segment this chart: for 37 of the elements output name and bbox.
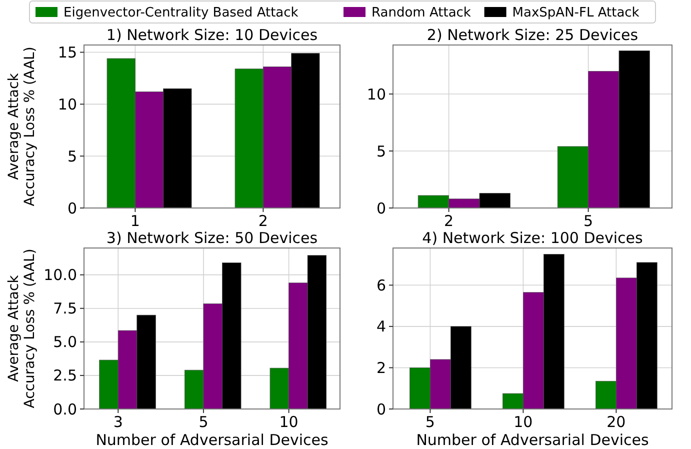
y-axis-title: Average Attack Accuracy Loss % (AAL) — [6, 248, 38, 408]
x-tick-label: 2 — [444, 212, 454, 230]
y-tick-label: 6 — [376, 276, 386, 294]
chart-title: 3) Network Size: 50 Devices — [106, 229, 318, 247]
chart-title: 1) Network Size: 10 Devices — [106, 26, 318, 44]
x-axis-title: Number of Adversarial Devices — [96, 431, 328, 449]
y-tick-label: 2 — [376, 358, 386, 377]
y-tick-label: 10 — [58, 95, 77, 114]
y-tick-label: 0 — [67, 199, 77, 218]
chart-title: 2) Network Size: 25 Devices — [426, 26, 638, 44]
y-tick-label: 5 — [67, 147, 77, 166]
x-tick-label: 20 — [606, 413, 626, 431]
y-tick-label: 10.0 — [44, 266, 77, 284]
y-tick-label: 7.5 — [53, 300, 77, 318]
x-tick-label: 2 — [258, 212, 268, 230]
x-tick-label: 5 — [584, 212, 594, 230]
y-tick-label: 0.0 — [53, 400, 77, 418]
y-tick-label: 0 — [376, 400, 386, 418]
legend-label: Random Attack — [372, 6, 472, 21]
x-tick-label: 10 — [514, 413, 533, 431]
x-tick-label: 5 — [425, 413, 435, 431]
y-tick-label: 4 — [376, 318, 386, 336]
x-axis-title: Number of Adversarial Devices — [416, 431, 649, 449]
y-tick-label: 2.5 — [53, 366, 77, 385]
y-tick-label: 10 — [366, 85, 386, 104]
y-tick-label: 0 — [376, 199, 386, 218]
y-tick-label: 5 — [376, 142, 386, 160]
legend-label: MaxSpAN-FL Attack — [512, 6, 640, 21]
legend-label: Eigenvector-Centrality Based Attack — [64, 6, 299, 21]
y-axis-title: Average Attack Accuracy Loss % (AAL) — [6, 46, 38, 206]
x-tick-label: 10 — [279, 413, 298, 431]
x-tick-label: 1 — [130, 212, 140, 230]
x-tick-label: 3 — [113, 413, 123, 431]
chart-title: 4) Network Size: 100 Devices — [422, 229, 644, 247]
y-tick-label: 15 — [58, 44, 77, 62]
x-tick-label: 5 — [198, 413, 208, 431]
y-tick-label: 5.0 — [53, 333, 77, 352]
